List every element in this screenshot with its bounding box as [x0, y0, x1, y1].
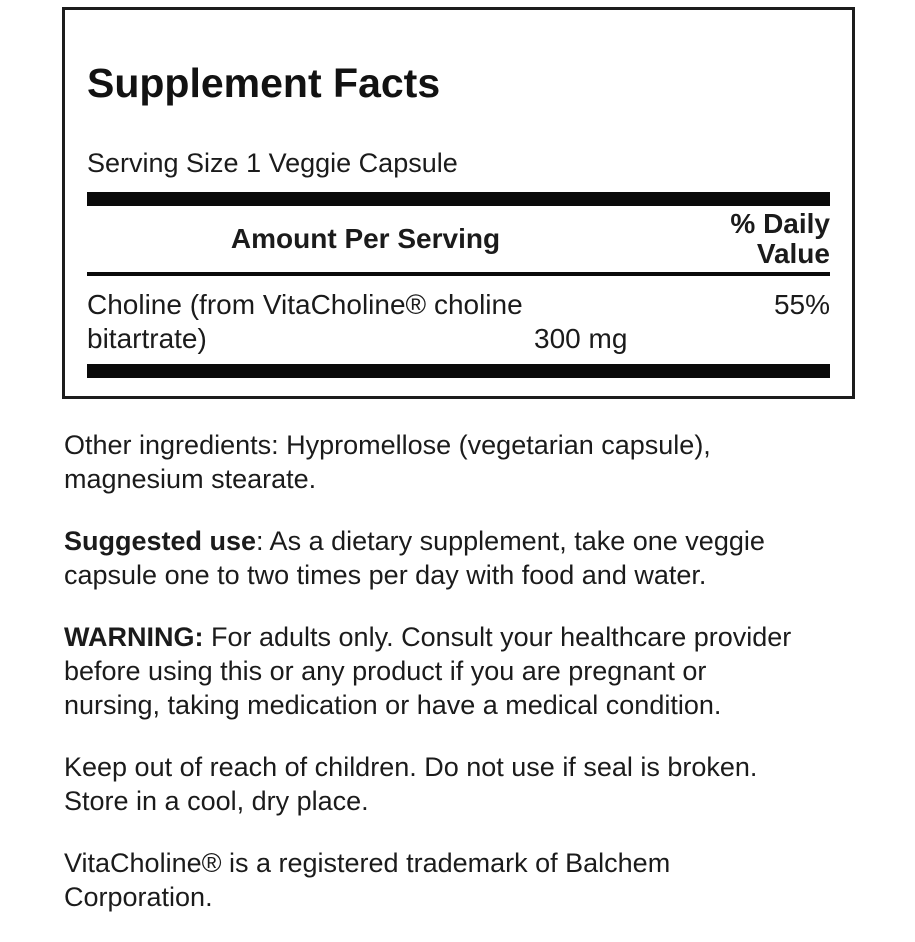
divider-thick-bottom: [87, 364, 830, 378]
warning-body: For adults only. Consult your healthcare…: [64, 622, 792, 720]
label-page: Supplement Facts Serving Size 1 Veggie C…: [62, 7, 855, 912]
table-row: Choline (from VitaCholine® choline 55% b…: [87, 276, 830, 356]
panel-title: Supplement Facts: [87, 60, 441, 106]
ingredient-name-line2: bitartrate): [87, 323, 207, 354]
suggested-use-paragraph: Suggested use: As a dietary supplement, …: [64, 524, 876, 592]
notes-section: Other ingredients: Hypromellose (vegetar…: [64, 428, 876, 942]
divider-thick-top: [87, 192, 830, 206]
ingredient-line-2: bitartrate) 300 mg: [87, 322, 830, 356]
serving-size-text: Serving Size 1 Veggie Capsule: [87, 148, 458, 178]
supplement-facts-panel: Supplement Facts Serving Size 1 Veggie C…: [62, 7, 855, 399]
table-header-row: Amount Per Serving % Daily Value: [87, 206, 830, 272]
suggested-use-label: Suggested use: [64, 526, 257, 556]
ingredient-name-line1: Choline (from VitaCholine® choline: [87, 289, 523, 320]
trademark-text: VitaCholine® is a registered trademark o…: [64, 848, 671, 912]
ingredient-daily-value: 55%: [773, 289, 830, 320]
ingredient-line-1: Choline (from VitaCholine® choline 55%: [87, 288, 830, 322]
other-ingredients-text: Other ingredients: Hypromellose (vegetar…: [64, 430, 711, 494]
amount-per-serving-header: Amount Per Serving: [230, 223, 501, 254]
suggested-use-body: : As a dietary supplement, take one vegg…: [64, 526, 765, 590]
warning-label: WARNING:: [64, 622, 204, 652]
ingredient-amount: 300 mg: [534, 323, 628, 354]
daily-value-header: % Daily Value: [730, 208, 830, 269]
storage-text: Keep out of reach of children. Do not us…: [64, 752, 758, 816]
divider-thin: [87, 272, 830, 276]
warning-paragraph: WARNING: For adults only. Consult your h…: [64, 620, 876, 722]
